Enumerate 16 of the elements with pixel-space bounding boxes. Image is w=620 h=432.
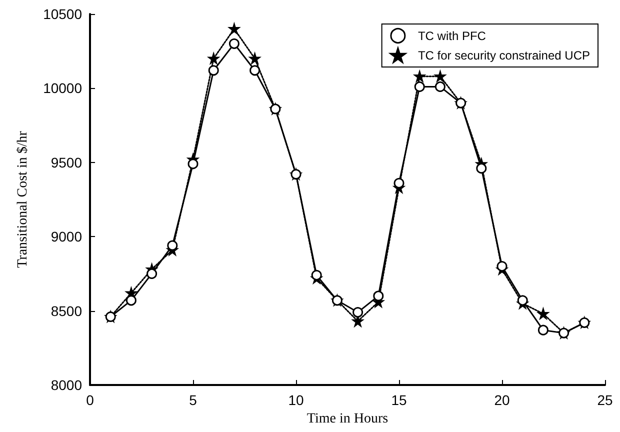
x-tick-label: 20 xyxy=(494,392,510,408)
y-tick-label: 8500 xyxy=(50,302,82,319)
y-tick-label: 9000 xyxy=(50,228,82,245)
x-tick-label: 0 xyxy=(86,392,94,408)
y-tick-label: 10000 xyxy=(43,80,82,96)
y-tick-label: 9500 xyxy=(50,154,82,170)
y-tick-label: 10500 xyxy=(43,6,82,22)
y-tick-label: 8000 xyxy=(50,377,82,393)
x-tick-label: 5 xyxy=(189,392,198,408)
y-axis-title: Transitional Cost in $/hr xyxy=(16,130,30,268)
x-tick-label: 15 xyxy=(391,392,407,408)
legend-label: TC with PFC xyxy=(418,28,486,43)
x-tick-label: 10 xyxy=(288,392,304,408)
legend-label: TC for security constrained UCP xyxy=(418,48,590,62)
x-axis-title: Time in Hours xyxy=(306,411,388,426)
x-tick-label: 25 xyxy=(597,392,613,408)
